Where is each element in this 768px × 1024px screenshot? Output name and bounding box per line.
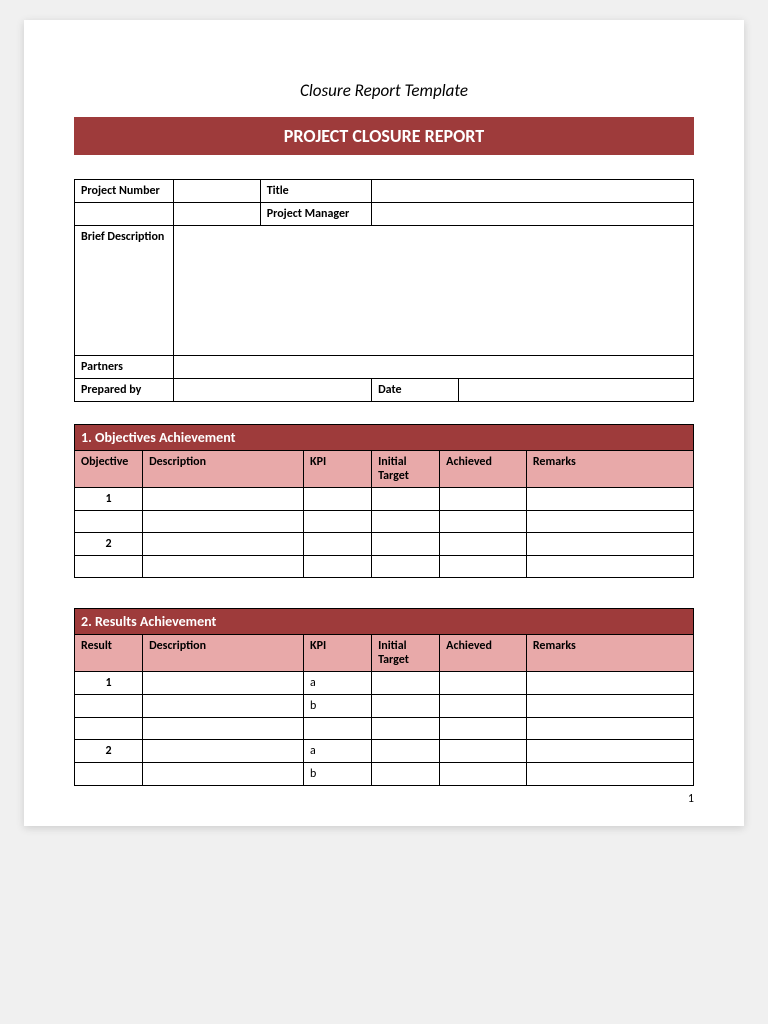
- table-row: b: [75, 763, 694, 786]
- project-info-table: Project Number Title Project Manager Bri…: [74, 179, 694, 402]
- table-row: [75, 556, 694, 578]
- brief-description-value: [174, 226, 694, 356]
- section1-header: 1. Objectives Achievement: [75, 425, 694, 451]
- results-table: 2. Results Achievement Result Descriptio…: [74, 608, 694, 786]
- table-row: b: [75, 695, 694, 718]
- date-value: [458, 379, 693, 402]
- project-manager-value: [372, 203, 694, 226]
- partners-label: Partners: [75, 356, 174, 379]
- col-description: Description: [143, 451, 304, 488]
- partners-value: [174, 356, 694, 379]
- table-row: 1: [75, 488, 694, 511]
- prepared-by-value: [174, 379, 372, 402]
- col-description: Description: [143, 635, 304, 672]
- table-row: 2 a: [75, 740, 694, 763]
- empty-cell: [174, 203, 261, 226]
- col-achieved: Achieved: [440, 635, 527, 672]
- title-label: Title: [260, 180, 371, 203]
- objectives-table: 1. Objectives Achievement Objective Desc…: [74, 424, 694, 578]
- table-row: [75, 718, 694, 740]
- project-number-value: [174, 180, 261, 203]
- col-initial-target: Initial Target: [372, 635, 440, 672]
- col-initial-target: Initial Target: [372, 451, 440, 488]
- page-number: 1: [688, 792, 694, 806]
- project-manager-label: Project Manager: [260, 203, 371, 226]
- date-label: Date: [372, 379, 459, 402]
- document-page: Closure Report Template PROJECT CLOSURE …: [24, 20, 744, 826]
- col-objective: Objective: [75, 451, 143, 488]
- col-kpi: KPI: [304, 635, 372, 672]
- col-result: Result: [75, 635, 143, 672]
- main-banner: PROJECT CLOSURE REPORT: [74, 117, 694, 155]
- col-kpi: KPI: [304, 451, 372, 488]
- title-value: [372, 180, 694, 203]
- table-row: [75, 511, 694, 533]
- col-remarks: Remarks: [526, 635, 693, 672]
- prepared-by-label: Prepared by: [75, 379, 174, 402]
- table-row: 1 a: [75, 672, 694, 695]
- brief-description-label: Brief Description: [75, 226, 174, 356]
- document-title: Closure Report Template: [74, 80, 694, 101]
- project-number-label: Project Number: [75, 180, 174, 203]
- table-row: 2: [75, 533, 694, 556]
- empty-cell: [75, 203, 174, 226]
- col-achieved: Achieved: [440, 451, 527, 488]
- section2-header: 2. Results Achievement: [75, 609, 694, 635]
- col-remarks: Remarks: [526, 451, 693, 488]
